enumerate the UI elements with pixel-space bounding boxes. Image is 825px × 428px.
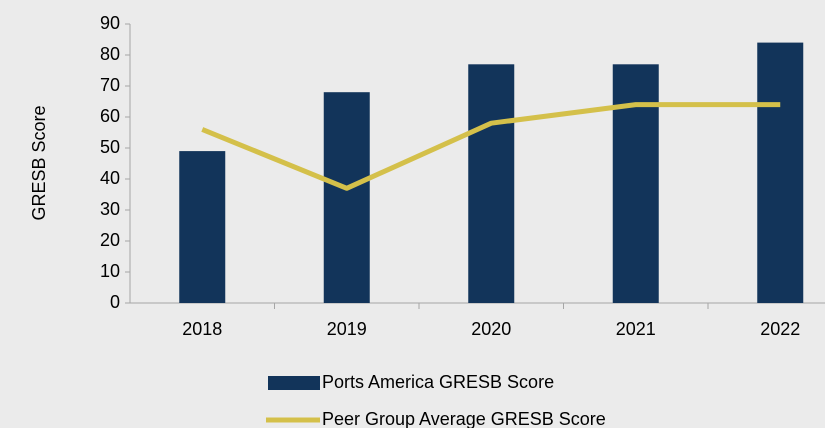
y-tick-label: 90 <box>100 13 120 33</box>
y-tick-label: 10 <box>100 261 120 281</box>
x-tick-label: 2019 <box>327 319 367 339</box>
x-tick-label: 2020 <box>471 319 511 339</box>
y-tick-label: 0 <box>110 292 120 312</box>
bar <box>757 42 804 303</box>
bar <box>468 64 515 303</box>
legend-label: Peer Group Average GRESB Score <box>322 409 606 428</box>
line <box>201 102 781 191</box>
bar <box>179 151 226 303</box>
y-tick-label: 80 <box>100 44 120 64</box>
bar <box>612 64 659 303</box>
y-axis-label: GRESB Score <box>29 105 49 220</box>
bar <box>323 92 370 303</box>
x-tick-label: 2022 <box>760 319 800 339</box>
legend-label: Ports America GRESB Score <box>322 372 554 392</box>
x-tick-label: 2018 <box>182 319 222 339</box>
legend-swatch <box>268 376 320 390</box>
y-tick-label: 50 <box>100 137 120 157</box>
y-tick-label: 70 <box>100 75 120 95</box>
x-tick-label: 2021 <box>616 319 656 339</box>
y-tick-label: 30 <box>100 199 120 219</box>
y-tick-label: 60 <box>100 106 120 126</box>
y-tick-label: 40 <box>100 168 120 188</box>
y-tick-label: 20 <box>100 230 120 250</box>
